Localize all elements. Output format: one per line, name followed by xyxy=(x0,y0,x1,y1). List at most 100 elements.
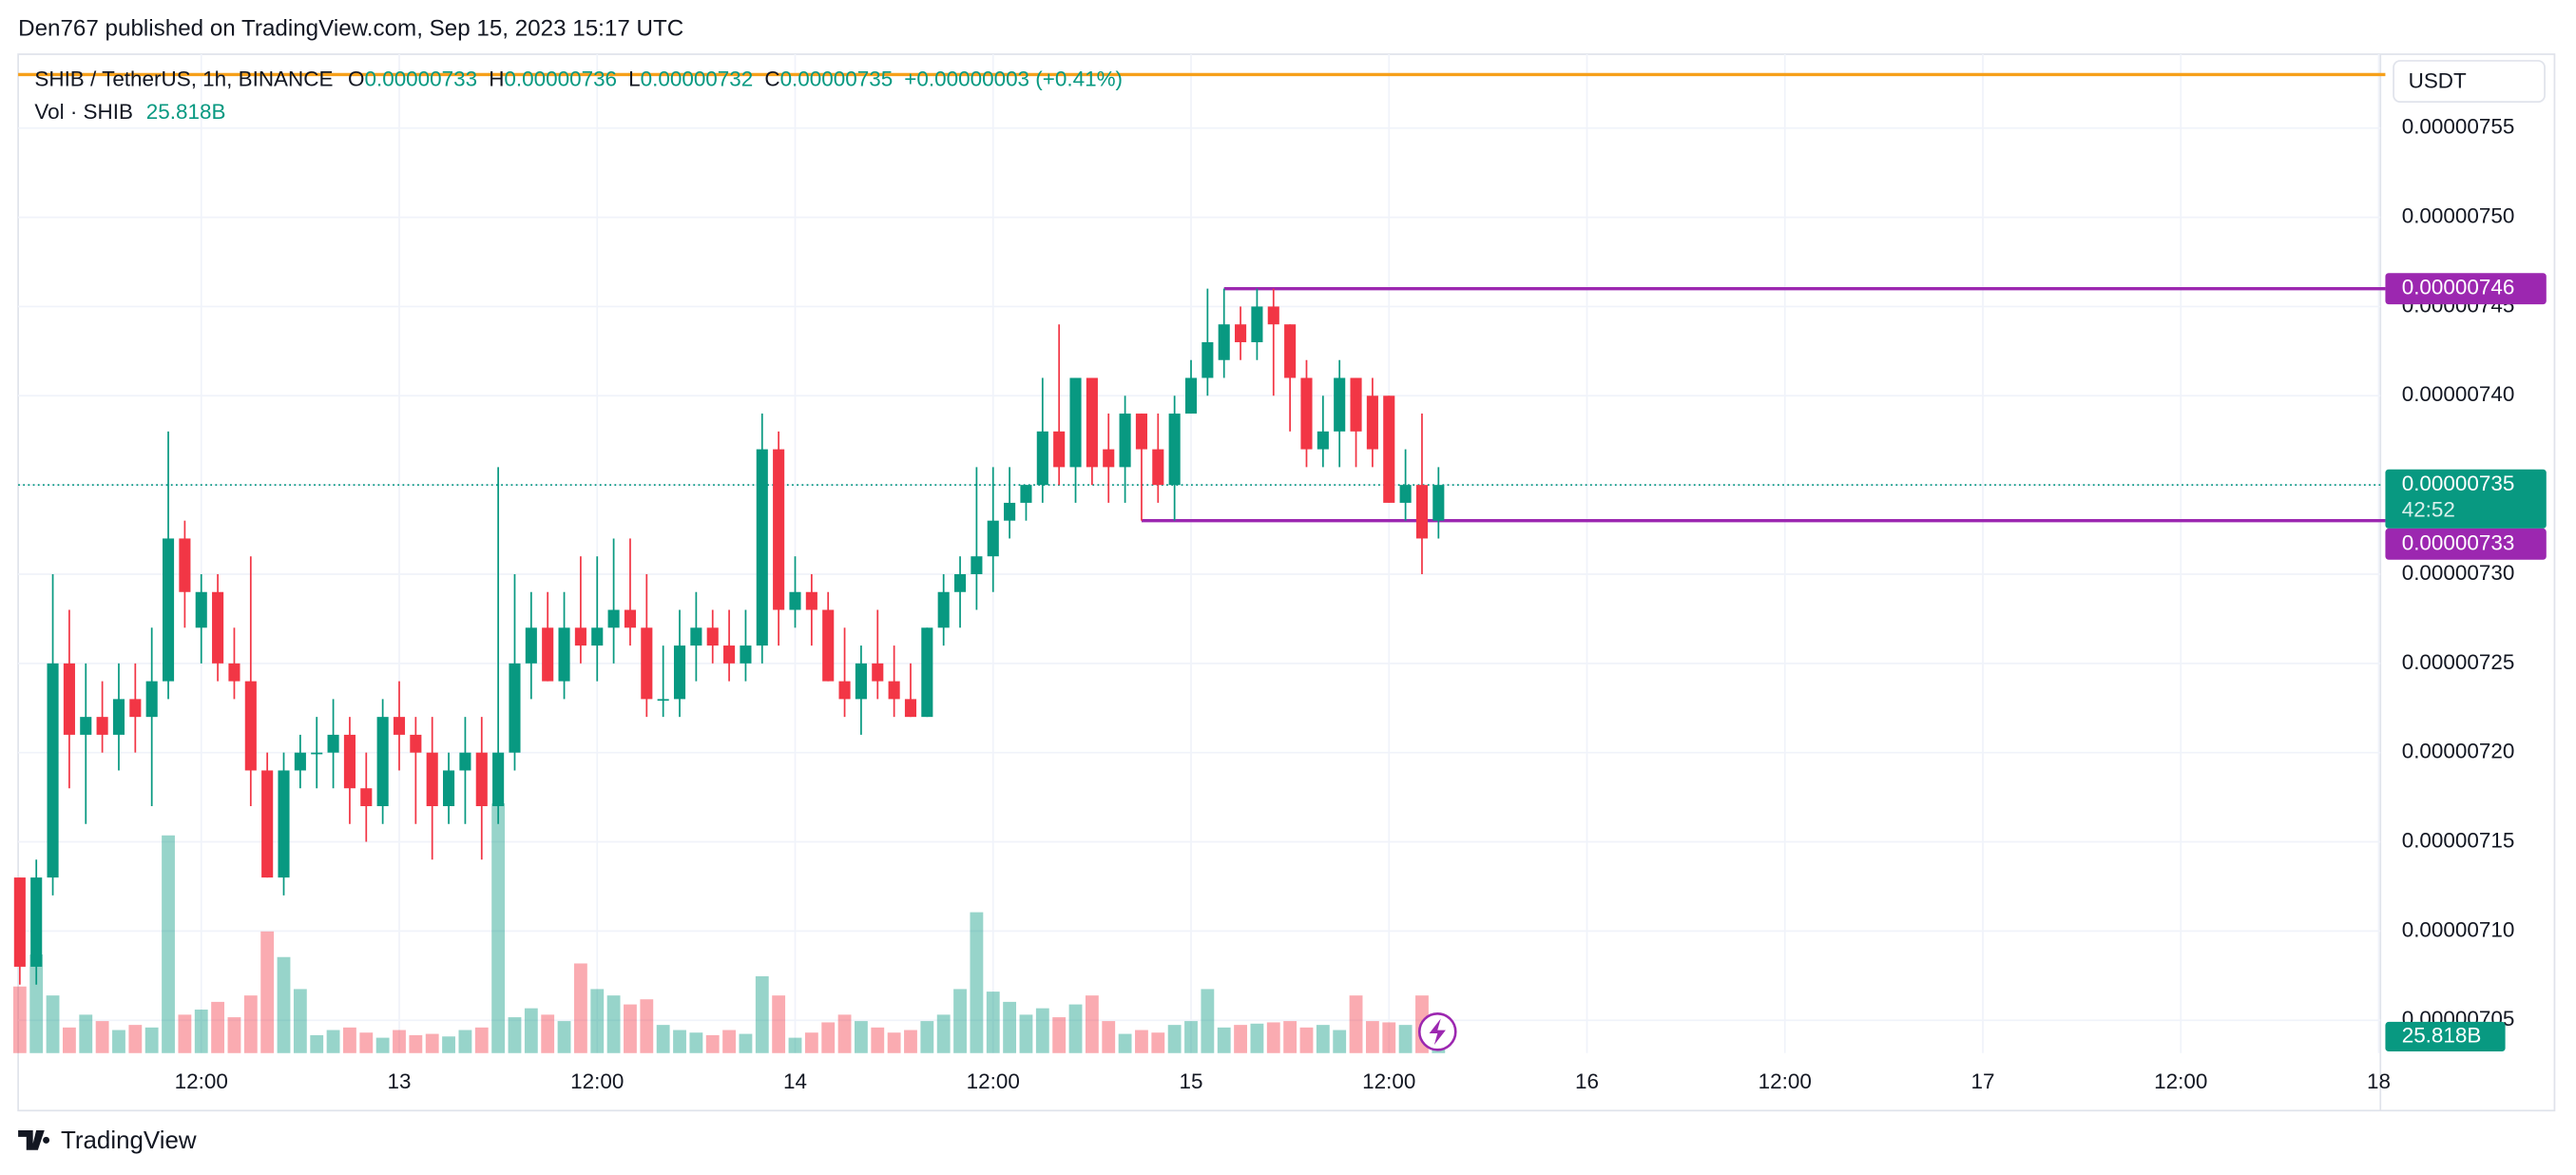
candles xyxy=(13,288,1445,985)
volume-bar xyxy=(326,1030,340,1053)
volume-bar xyxy=(970,912,984,1053)
volume-bar xyxy=(474,1027,489,1053)
volume-bar xyxy=(243,995,258,1053)
candle-body xyxy=(360,788,373,806)
candle-body xyxy=(443,770,455,806)
volume-bar xyxy=(1003,1001,1017,1053)
volume-bar xyxy=(1052,1017,1067,1053)
candle-body xyxy=(47,663,59,878)
footer-brand: TradingView xyxy=(61,1127,197,1154)
legend: SHIB / TetherUS, 1h, BINANCE O0.00000733 H… xyxy=(34,67,1123,125)
volume-bar xyxy=(442,1036,455,1053)
flash-bolt xyxy=(1429,1018,1446,1046)
volume-bar xyxy=(178,1014,192,1053)
volume-bar xyxy=(821,1022,836,1053)
volume-bar xyxy=(12,986,27,1053)
volume-bar xyxy=(1184,1021,1198,1053)
volume-bar xyxy=(1316,1025,1330,1053)
x-tick-label: 13 xyxy=(388,1069,412,1093)
currency-label[interactable]: USDT xyxy=(2409,68,2467,92)
volume-bar xyxy=(936,1014,951,1053)
volume-bar xyxy=(624,1004,637,1053)
candle-body xyxy=(937,591,950,628)
candle-body xyxy=(624,609,637,628)
volume-bar xyxy=(1283,1021,1298,1053)
chart-frame xyxy=(17,53,2556,1112)
volume-bar xyxy=(656,1025,670,1053)
volume-bar xyxy=(1382,1022,1396,1053)
volume-bar xyxy=(1299,1027,1314,1053)
volume-pane xyxy=(12,803,1446,1053)
volume-bar xyxy=(112,1030,125,1053)
candle-body xyxy=(80,717,92,735)
candle-body xyxy=(987,520,999,557)
candle-body xyxy=(1317,431,1329,450)
y-tick-label: 0.00000740 xyxy=(2402,382,2515,406)
volume-bar xyxy=(590,989,605,1053)
volume-bar xyxy=(739,1033,753,1053)
volume-bar xyxy=(144,1027,159,1053)
volume-bar xyxy=(277,956,291,1053)
candle-body xyxy=(244,681,257,771)
volume-bar xyxy=(673,1030,686,1053)
candle-body xyxy=(838,681,851,700)
volume-bar xyxy=(772,995,786,1053)
candle-body xyxy=(904,699,917,718)
volume-bar xyxy=(837,1014,852,1053)
volume-bar xyxy=(1333,1030,1347,1053)
volume-bar xyxy=(29,954,44,1053)
candle-body xyxy=(63,663,75,735)
candle-body xyxy=(30,877,43,967)
volume-bar xyxy=(1167,1025,1182,1053)
candle-body xyxy=(343,734,356,789)
legend-ohlc-value: 0.00000735 xyxy=(780,67,894,91)
candle-body xyxy=(789,591,801,610)
candle-body xyxy=(921,627,933,718)
candle-body xyxy=(740,645,752,664)
candle-body xyxy=(376,717,389,806)
candle-body xyxy=(1267,306,1279,325)
candle-body xyxy=(690,627,702,646)
candle-body xyxy=(558,627,570,682)
candle-body xyxy=(1152,449,1164,486)
volume-bar xyxy=(1398,1025,1413,1053)
volume-tag-box xyxy=(2385,1021,2506,1052)
currency-box[interactable] xyxy=(2393,60,2546,104)
last-price-tag-box xyxy=(2385,469,2547,529)
candle-body xyxy=(195,591,207,628)
volume-bar xyxy=(46,995,60,1053)
candle-body xyxy=(1119,414,1131,468)
candle-body xyxy=(591,627,604,646)
candle-body xyxy=(261,770,274,878)
usdt-button[interactable]: USDT xyxy=(2393,60,2546,104)
candle-body xyxy=(706,627,719,646)
candle-body xyxy=(756,449,768,646)
volume-bar xyxy=(128,1025,143,1053)
candle-body xyxy=(311,752,323,755)
candle-body xyxy=(1366,395,1378,450)
legend-ohlc-label: H xyxy=(489,67,504,91)
volume-bar xyxy=(1085,995,1099,1053)
candle-body xyxy=(96,717,108,735)
candle-body xyxy=(872,663,884,682)
volume-bar xyxy=(640,999,654,1053)
volume-bar xyxy=(375,1037,390,1053)
volume-bar xyxy=(904,1030,917,1053)
volume-bar xyxy=(1102,1021,1116,1053)
candle-body xyxy=(1004,502,1016,521)
y-tick-label: 0.00000725 xyxy=(2402,650,2515,674)
hline-price-tag: 0.00000746 xyxy=(2402,276,2515,299)
candle-body xyxy=(805,591,817,610)
candle-body xyxy=(1086,377,1098,468)
candle-body xyxy=(1300,377,1313,450)
legend-ohlc-value: 0.00000736 xyxy=(504,67,617,91)
candle-body xyxy=(278,770,290,878)
candle-body xyxy=(1334,377,1346,432)
candle-body xyxy=(641,627,653,700)
footer-logo: TradingView xyxy=(18,1127,197,1154)
candle-body xyxy=(228,663,240,682)
legend-ohlc-label: O xyxy=(348,67,364,91)
candle-body xyxy=(855,663,867,700)
volume-bar xyxy=(920,1021,934,1053)
